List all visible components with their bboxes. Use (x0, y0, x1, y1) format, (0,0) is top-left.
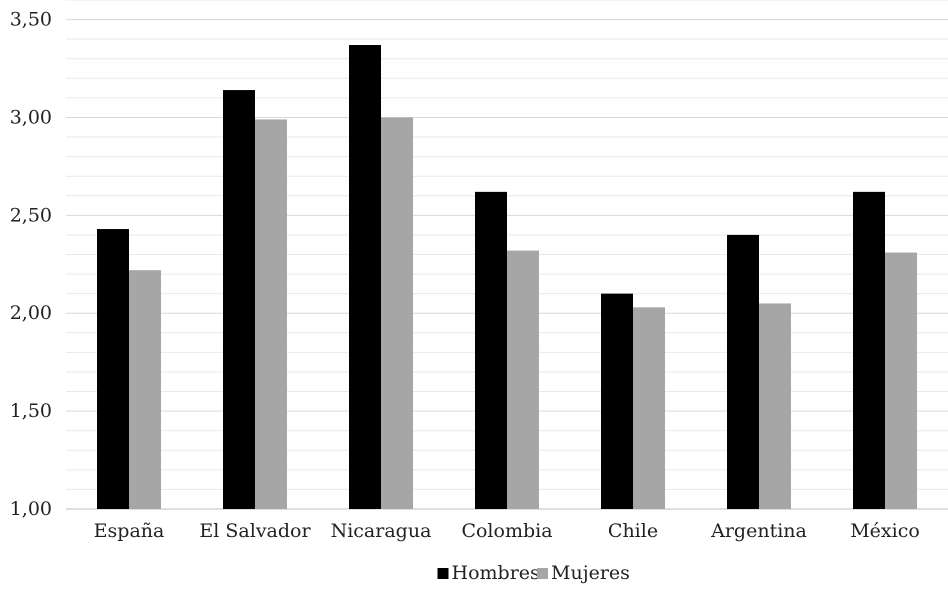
y-tick-label: 1,00 (10, 498, 52, 520)
x-tick-label: Colombia (461, 520, 552, 542)
bar-mujeres (633, 307, 665, 509)
bars (97, 45, 917, 510)
bar-mujeres (507, 250, 539, 510)
bar-mujeres (885, 252, 917, 510)
bar-hombres (853, 191, 885, 509)
legend-label-mujeres: Mujeres (551, 562, 630, 584)
bar-hombres (97, 229, 129, 510)
y-tick-label: 3,50 (10, 9, 52, 31)
x-tick-label: Argentina (710, 520, 807, 542)
x-tick-label: México (850, 520, 920, 542)
legend-label-hombres: Hombres (452, 562, 540, 584)
bar-hombres (349, 45, 381, 510)
legend-swatch-hombres (437, 568, 449, 579)
bar-mujeres (129, 270, 161, 509)
bar-hombres (475, 191, 507, 509)
y-tick-label: 2,00 (10, 302, 52, 324)
y-axis: 1,00 1,50 2,00 2,50 3,00 3,50 (10, 9, 52, 520)
x-tick-label: Nicaragua (331, 520, 432, 542)
bar-hombres (601, 293, 633, 509)
x-tick-label: Chile (608, 520, 658, 542)
x-tick-label: El Salvador (199, 520, 311, 542)
bar-mujeres (759, 303, 791, 509)
bar-mujeres (255, 119, 287, 510)
y-tick-label: 2,50 (10, 204, 52, 226)
bar-hombres (727, 234, 759, 509)
legend-swatch-mujeres (537, 568, 548, 579)
x-axis: España El Salvador Nicaragua Colombia Chile A… (94, 520, 920, 542)
bar-hombres (223, 90, 255, 510)
bar-mujeres (381, 117, 413, 509)
legend: Hombres Mujeres (437, 562, 630, 584)
y-tick-label: 1,50 (10, 400, 52, 422)
x-tick-label: España (94, 520, 165, 542)
y-tick-label: 3,00 (10, 106, 52, 128)
